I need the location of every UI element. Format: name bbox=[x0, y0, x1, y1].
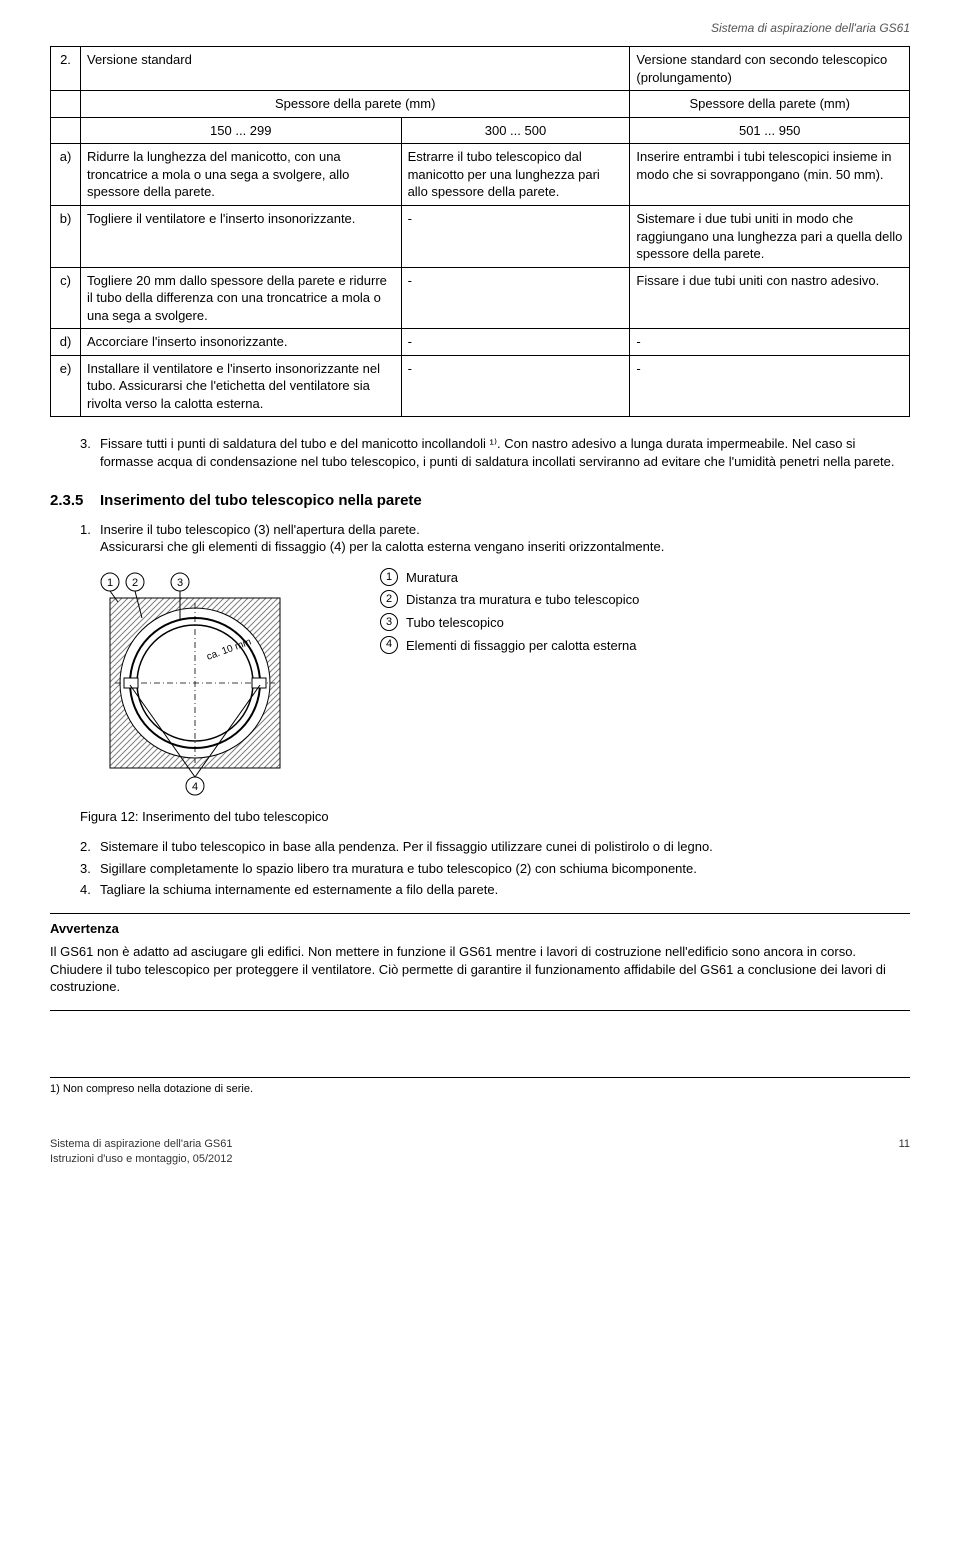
step-text: Sigillare completamente lo spazio libero… bbox=[100, 860, 697, 878]
sub-header-2: Spessore della parete (mm) bbox=[630, 91, 910, 118]
footer-left-2: Istruzioni d'uso e montaggio, 05/2012 bbox=[50, 1152, 233, 1167]
section-235-title: Inserimento del tubo telescopico nella p… bbox=[100, 491, 422, 511]
range-1: 150 ... 299 bbox=[81, 117, 402, 144]
cell-e2: - bbox=[401, 355, 630, 417]
table-row: c) Togliere 20 mm dallo spessore della p… bbox=[51, 267, 910, 329]
col2-title: Versione standard con secondo telescopic… bbox=[630, 47, 910, 91]
range-2: 300 ... 500 bbox=[401, 117, 630, 144]
figure-legend: 1 Muratura 2 Distanza tra muratura e tub… bbox=[380, 568, 910, 658]
step-235-1a: Inserire il tubo telescopico (3) nell'ap… bbox=[100, 521, 664, 539]
step-235-3: 3. Sigillare completamente lo spazio lib… bbox=[80, 860, 910, 878]
row-id: a) bbox=[51, 144, 81, 206]
step-3-num: 3. bbox=[80, 435, 100, 470]
legend-marker-4: 4 bbox=[380, 636, 398, 654]
figure-caption: Figura 12: Inserimento del tubo telescop… bbox=[80, 808, 910, 826]
table-row: b) Togliere il ventilatore e l'inserto i… bbox=[51, 206, 910, 268]
step-235-2: 2. Sistemare il tubo telescopico in base… bbox=[80, 838, 910, 856]
cell-d2: - bbox=[401, 329, 630, 356]
separator bbox=[50, 913, 910, 914]
main-table: 2. Versione standard Versione standard c… bbox=[50, 46, 910, 417]
marker-4: 4 bbox=[192, 781, 198, 793]
figure-row: ca. 10 mm 1 2 3 4 1 Muratura 2 Distanza … bbox=[80, 568, 910, 803]
section-235-heading: 2.3.5 Inserimento del tubo telescopico n… bbox=[50, 491, 910, 511]
legend-text-3: Tubo telescopico bbox=[406, 613, 910, 632]
legend-marker-1: 1 bbox=[380, 568, 398, 586]
step-3-text: Fissare tutti i punti di saldatura del t… bbox=[100, 435, 910, 470]
page-footer: Sistema di aspirazione dell'aria GS61 Is… bbox=[50, 1137, 910, 1167]
footnote-rule bbox=[50, 1077, 910, 1078]
cell-c2: - bbox=[401, 267, 630, 329]
cell-b2: - bbox=[401, 206, 630, 268]
legend-item: 1 Muratura bbox=[380, 568, 910, 587]
cell-b3: Sistemare i due tubi uniti in modo che r… bbox=[630, 206, 910, 268]
cell-a3: Inserire entrambi i tubi telescopici ins… bbox=[630, 144, 910, 206]
marker-2: 2 bbox=[132, 577, 138, 589]
separator bbox=[50, 1010, 910, 1011]
step-235-1b: Assicurarsi che gli elementi di fissaggi… bbox=[100, 538, 664, 556]
row-id: d) bbox=[51, 329, 81, 356]
cell-c1: Togliere 20 mm dallo spessore della pare… bbox=[81, 267, 402, 329]
blank-cell bbox=[51, 91, 81, 118]
sub-header-1: Spessore della parete (mm) bbox=[81, 91, 630, 118]
cell-e3: - bbox=[630, 355, 910, 417]
legend-text-4: Elementi di fissaggio per calotta estern… bbox=[406, 636, 910, 655]
doc-header: Sistema di aspirazione dell'aria GS61 bbox=[50, 20, 910, 36]
table-row: a) Ridurre la lunghezza del manicotto, c… bbox=[51, 144, 910, 206]
row-id: b) bbox=[51, 206, 81, 268]
blank-cell bbox=[51, 117, 81, 144]
cell-c3: Fissare i due tubi uniti con nastro ades… bbox=[630, 267, 910, 329]
legend-marker-3: 3 bbox=[380, 613, 398, 631]
col1-title: Versione standard bbox=[81, 47, 630, 91]
step-235-1: 1. Inserire il tubo telescopico (3) nell… bbox=[80, 521, 910, 556]
page-number: 11 bbox=[899, 1137, 910, 1167]
table-row: d) Accorciare l'inserto insonorizzante. … bbox=[51, 329, 910, 356]
cell-b1: Togliere il ventilatore e l'inserto inso… bbox=[81, 206, 402, 268]
marker-3: 3 bbox=[177, 577, 183, 589]
section-235-num: 2.3.5 bbox=[50, 491, 100, 511]
footnote: 1) Non compreso nella dotazione di serie… bbox=[50, 1082, 910, 1097]
figure-diagram: ca. 10 mm 1 2 3 4 bbox=[80, 568, 340, 803]
warning-title: Avvertenza bbox=[50, 920, 910, 938]
step-3: 3. Fissare tutti i punti di saldatura de… bbox=[80, 435, 910, 470]
step-num: 2. bbox=[80, 838, 100, 856]
legend-text-2: Distanza tra muratura e tubo telescopico bbox=[406, 590, 910, 609]
step-text: Tagliare la schiuma internamente ed este… bbox=[100, 881, 498, 899]
cell-a1: Ridurre la lunghezza del manicotto, con … bbox=[81, 144, 402, 206]
legend-item: 3 Tubo telescopico bbox=[380, 613, 910, 632]
footer-left-1: Sistema di aspirazione dell'aria GS61 bbox=[50, 1137, 233, 1152]
cell-e1: Installare il ventilatore e l'inserto in… bbox=[81, 355, 402, 417]
step-num: 4. bbox=[80, 881, 100, 899]
legend-item: 2 Distanza tra muratura e tubo telescopi… bbox=[380, 590, 910, 609]
cell-d3: - bbox=[630, 329, 910, 356]
step-235-1-num: 1. bbox=[80, 521, 100, 556]
legend-text-1: Muratura bbox=[406, 568, 910, 587]
warning-text: Il GS61 non è adatto ad asciugare gli ed… bbox=[50, 943, 910, 996]
cell-d1: Accorciare l'inserto insonorizzante. bbox=[81, 329, 402, 356]
row-id: c) bbox=[51, 267, 81, 329]
step-number-cell: 2. bbox=[51, 47, 81, 91]
step-text: Sistemare il tubo telescopico in base al… bbox=[100, 838, 713, 856]
legend-item: 4 Elementi di fissaggio per calotta este… bbox=[380, 636, 910, 655]
legend-marker-2: 2 bbox=[380, 590, 398, 608]
row-id: e) bbox=[51, 355, 81, 417]
step-num: 3. bbox=[80, 860, 100, 878]
range-3: 501 ... 950 bbox=[630, 117, 910, 144]
marker-1: 1 bbox=[107, 577, 113, 589]
tube-diagram-svg: ca. 10 mm 1 2 3 4 bbox=[80, 568, 340, 798]
cell-a2: Estrarre il tubo telescopico dal manicot… bbox=[401, 144, 630, 206]
step-235-4: 4. Tagliare la schiuma internamente ed e… bbox=[80, 881, 910, 899]
table-row: e) Installare il ventilatore e l'inserto… bbox=[51, 355, 910, 417]
